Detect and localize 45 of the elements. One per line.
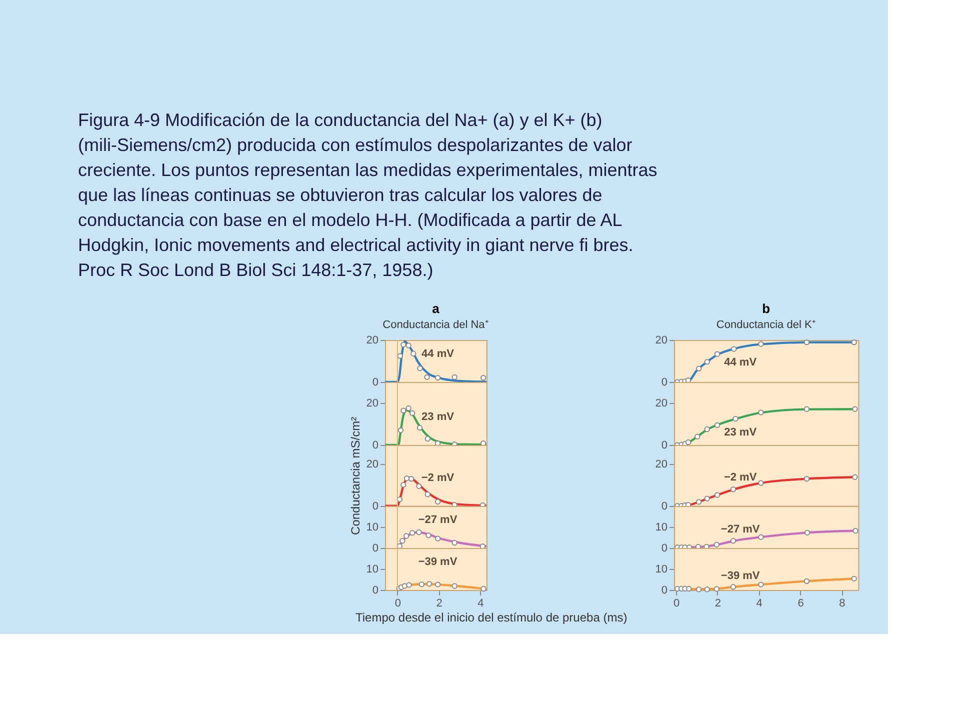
series-label: 44 mV	[422, 348, 455, 360]
y-tick-label: 10	[655, 564, 668, 576]
y-tick-label: 20	[366, 398, 378, 410]
series-label: 23 mV	[422, 411, 455, 423]
y-tick-label: 0	[372, 376, 378, 388]
x-tick-label: 4	[756, 598, 762, 610]
y-tick-label: 0	[372, 542, 378, 554]
x-tick-label: 0	[674, 598, 680, 610]
y-tick-label: 20	[366, 458, 378, 470]
series-label: −27 mV	[720, 523, 760, 536]
y-tick-label: 0	[661, 500, 668, 512]
x-tick-label: 2	[714, 598, 722, 610]
chart-title: b	[762, 301, 770, 316]
y-tick-label: 0	[661, 440, 668, 452]
series-label: −2 mV	[421, 472, 455, 484]
y-tick-label: 20	[655, 398, 668, 410]
x-axis-title: Tiempo desde el inicio del estímulo de prueba (ms)	[356, 610, 628, 624]
y-tick-label: 10	[366, 564, 378, 576]
y-tick-label: 0	[372, 584, 378, 596]
series-label: −2 mV	[724, 471, 758, 484]
x-tick-label: 8	[839, 598, 846, 610]
series-label: 44 mV	[724, 356, 758, 368]
series-label: −39 mV	[720, 570, 760, 582]
chart-subtitle: Conductancia del K⁺	[716, 319, 816, 331]
y-tick-label: 10	[366, 522, 378, 534]
series-label: −27 mV	[418, 514, 458, 526]
y-axis-title: Conductancia mS/cm²	[348, 416, 362, 535]
chart-title: a	[432, 301, 440, 316]
series-label: −39 mV	[418, 556, 458, 568]
y-tick-label: 20	[655, 458, 668, 470]
y-tick-label: 0	[372, 440, 378, 452]
text: Figura 4-9 Modificación de la conductancia del Na+ (a) y el K+ (b) (mili-Siemens/cm2) producida con estímulos despolarizantes de valor creciente. Los puntos representan las medidas experimentales, mientras que las líneas continuas se obtuvieron tras calcular los valores de conductancia con base en el modelo H-H. (Modificada a partir de AL Hodgkin, Ionic movements and electrical activity in giant nerve fi bres. Proc R Soc Lond B Biol Sci 148:1-37, 1958.)	[78, 110, 658, 280]
x-tick-label: 4	[478, 598, 484, 610]
y-tick-label: 20	[655, 334, 668, 346]
x-tick-label: 6	[798, 598, 804, 610]
x-tick-label: 0	[394, 598, 401, 610]
y-tick-label: 20	[366, 334, 378, 346]
chart-subtitle: Conductancia del Na⁺	[382, 319, 489, 331]
y-tick-label: 0	[372, 500, 378, 512]
y-tick-label: 0	[661, 584, 668, 596]
y-tick-label: 0	[661, 376, 668, 388]
y-tick-label: 10	[655, 522, 668, 534]
series-label: 23 mV	[724, 426, 758, 438]
x-tick-label: 2	[436, 598, 442, 610]
y-tick-label: 0	[661, 542, 668, 554]
